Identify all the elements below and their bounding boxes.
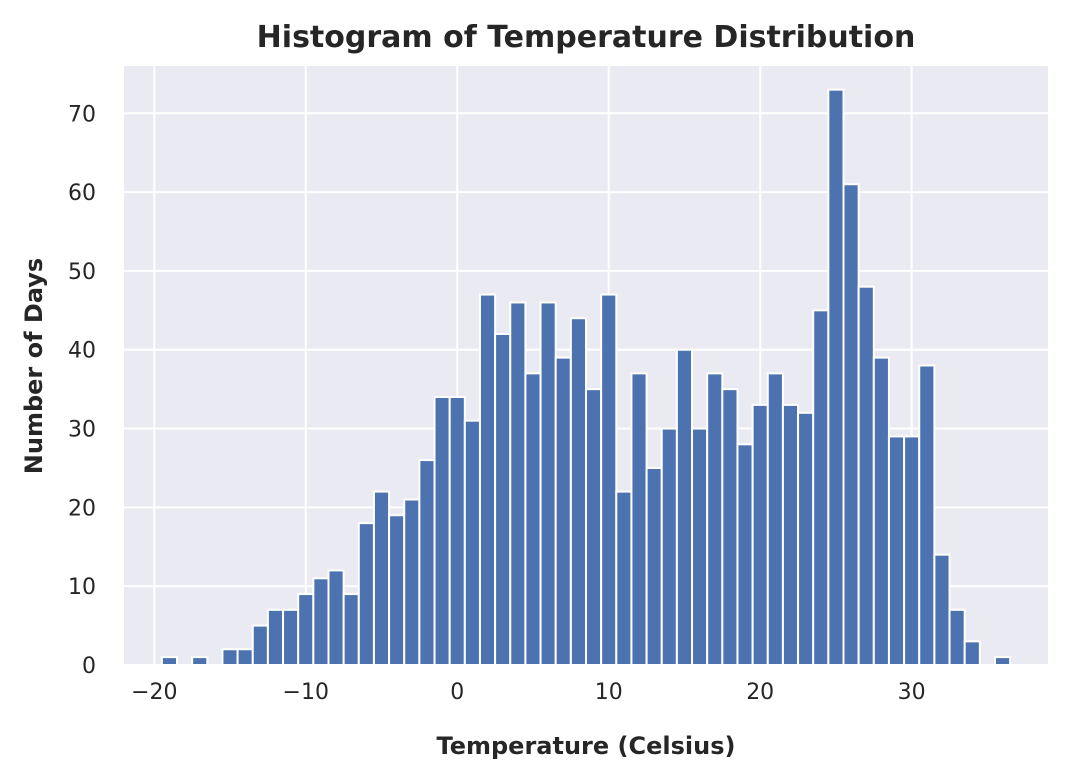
histogram-bar (736, 443, 754, 666)
x-tick-label: 0 (450, 680, 464, 705)
histogram-bar (539, 301, 557, 666)
y-tick-label: 50 (68, 260, 96, 285)
histogram-bar (630, 372, 648, 666)
histogram-bar (827, 88, 845, 667)
histogram-bar (312, 577, 330, 666)
histogram-bar (903, 435, 921, 666)
histogram-bar (797, 411, 815, 666)
y-tick-label: 0 (82, 654, 96, 679)
histogram-bar (494, 332, 512, 666)
histogram-bar (781, 403, 800, 666)
histogram-bar (524, 372, 542, 666)
y-tick-label: 60 (68, 181, 96, 206)
histogram-bar (342, 593, 360, 667)
histogram-bar (948, 608, 966, 666)
x-tick-labels: −20 −10 0 10 20 30 (131, 680, 926, 705)
y-tick-labels: 0 10 20 30 40 50 60 70 (68, 102, 96, 679)
histogram-bar (372, 490, 391, 666)
y-tick-label: 40 (68, 339, 96, 364)
bars (160, 88, 1012, 667)
histogram-bar (403, 498, 421, 666)
histogram-bar (191, 656, 209, 666)
histogram-bar (554, 356, 572, 666)
y-tick-label: 10 (68, 575, 96, 600)
histogram-bar (918, 364, 936, 666)
x-tick-label: −10 (283, 680, 329, 705)
histogram-bar (266, 608, 285, 666)
histogram-bar (963, 640, 981, 667)
histogram-bar (388, 514, 406, 666)
histogram-bar (251, 624, 269, 666)
histogram-bar (857, 285, 875, 666)
histogram-bar (615, 490, 633, 666)
histogram-bar (569, 317, 588, 666)
y-axis-title: Number of Days (20, 258, 48, 474)
histogram-bar (160, 656, 179, 666)
histogram-bar (221, 648, 239, 666)
histogram-bar (357, 522, 375, 667)
histogram-bar (585, 388, 603, 666)
histogram-bar (463, 419, 481, 666)
histogram-bar (872, 356, 890, 666)
histogram-bar (691, 427, 709, 667)
histogram-bar (887, 435, 906, 666)
histogram-bar (448, 396, 466, 666)
histogram-bar (297, 593, 315, 667)
histogram-bar (645, 466, 663, 667)
histogram-bar (327, 569, 345, 667)
y-tick-label: 20 (68, 496, 96, 521)
histogram-bar (433, 396, 451, 666)
histogram-bar (812, 309, 830, 666)
histogram-bar (842, 183, 860, 666)
histogram-bar (933, 553, 951, 666)
histogram-bar (600, 293, 618, 666)
x-tick-label: −20 (131, 680, 177, 705)
histogram-bar (282, 608, 300, 666)
histogram-bar (478, 293, 497, 666)
x-tick-label: 10 (595, 680, 623, 705)
histogram-bar (751, 403, 769, 666)
x-tick-label: 20 (746, 680, 774, 705)
histogram-bar (706, 372, 724, 666)
chart-title: Histogram of Temperature Distribution (257, 20, 916, 55)
histogram-bar (721, 388, 739, 666)
histogram-bar (418, 459, 436, 666)
y-tick-label: 30 (68, 418, 96, 443)
histogram-bar (660, 427, 678, 667)
histogram-bar (675, 348, 694, 666)
y-tick-label: 70 (68, 102, 96, 127)
x-axis-title: Temperature (Celsius) (437, 732, 736, 760)
histogram-bar (509, 301, 527, 666)
x-tick-label: 30 (898, 680, 926, 705)
histogram-bar (236, 648, 254, 666)
histogram-bar (993, 656, 1012, 666)
histogram-bar (766, 372, 784, 666)
